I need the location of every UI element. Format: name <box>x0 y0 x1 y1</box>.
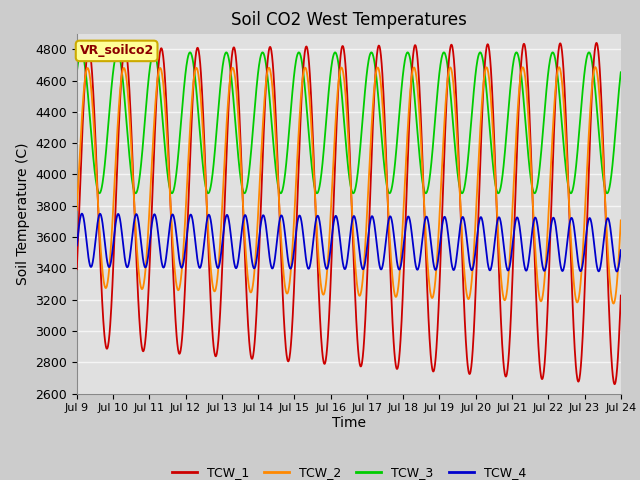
Title: Soil CO2 West Temperatures: Soil CO2 West Temperatures <box>231 11 467 29</box>
Y-axis label: Soil Temperature (C): Soil Temperature (C) <box>15 143 29 285</box>
Text: VR_soilco2: VR_soilco2 <box>79 44 154 58</box>
X-axis label: Time: Time <box>332 416 366 430</box>
Legend: TCW_1, TCW_2, TCW_3, TCW_4: TCW_1, TCW_2, TCW_3, TCW_4 <box>167 461 531 480</box>
